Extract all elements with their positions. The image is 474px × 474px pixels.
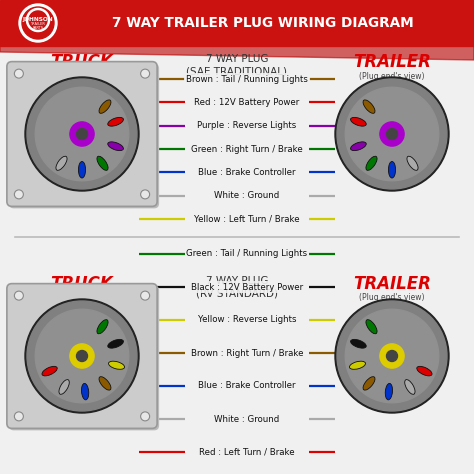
Bar [0,0,474,46]
Text: PARTS: PARTS [32,26,44,29]
Circle shape [70,344,94,368]
Text: (Plug end's view): (Plug end's view) [359,293,425,302]
Ellipse shape [108,118,123,126]
Circle shape [337,79,447,189]
Circle shape [14,190,23,199]
Ellipse shape [56,156,67,170]
Text: Yellow : Reverse Lights: Yellow : Reverse Lights [198,316,296,325]
Text: Red : Left Turn / Brake: Red : Left Turn / Brake [199,447,295,456]
Circle shape [380,344,404,368]
Circle shape [345,309,439,403]
Circle shape [14,291,23,300]
Ellipse shape [407,156,418,170]
Circle shape [345,87,439,181]
Text: White : Ground: White : Ground [214,191,280,200]
Circle shape [380,122,404,146]
Ellipse shape [417,366,432,376]
Ellipse shape [109,361,125,369]
Text: White : Ground: White : Ground [214,414,280,423]
Circle shape [76,128,88,139]
Text: (RV STANDARD): (RV STANDARD) [196,288,278,298]
Circle shape [141,69,150,78]
Text: Brown : Right Turn / Brake: Brown : Right Turn / Brake [191,348,303,357]
Ellipse shape [363,100,375,113]
Ellipse shape [351,142,366,151]
Ellipse shape [99,377,111,390]
Text: Green : Tail / Running Lights: Green : Tail / Running Lights [186,249,308,258]
Text: Black : 12V Battery Power: Black : 12V Battery Power [191,283,303,292]
Circle shape [35,87,129,181]
Ellipse shape [366,156,377,170]
Ellipse shape [366,319,377,334]
Text: Blue : Brake Controller: Blue : Brake Controller [198,168,296,177]
Ellipse shape [97,319,108,334]
Text: Brown : Tail / Running Lights: Brown : Tail / Running Lights [186,74,308,83]
Text: 7 WAY PLUG: 7 WAY PLUG [206,276,268,286]
Circle shape [14,69,23,78]
Ellipse shape [108,142,123,151]
Ellipse shape [405,380,415,394]
Circle shape [25,77,139,191]
Ellipse shape [42,366,57,376]
Text: 7 WAY PLUG: 7 WAY PLUG [206,54,268,64]
Circle shape [25,299,139,413]
Ellipse shape [349,361,365,369]
Circle shape [141,412,150,421]
Text: Green : Right Turn / Brake: Green : Right Turn / Brake [191,145,303,154]
Polygon shape [0,46,474,60]
Ellipse shape [108,339,123,348]
Ellipse shape [97,156,108,170]
Text: (SAE TRADITIONAL): (SAE TRADITIONAL) [186,66,288,76]
Text: TRUCK: TRUCK [51,53,113,71]
Text: (Connector end's view): (Connector end's view) [38,293,126,302]
Circle shape [141,190,150,199]
Circle shape [337,301,447,411]
Ellipse shape [363,377,375,390]
Text: TRAILER: TRAILER [353,53,431,71]
Circle shape [335,299,449,413]
Circle shape [70,122,94,146]
Circle shape [386,128,398,139]
Circle shape [386,350,398,362]
Ellipse shape [351,118,366,126]
Circle shape [335,77,449,191]
Circle shape [27,79,137,189]
Circle shape [141,291,150,300]
FancyBboxPatch shape [7,62,157,206]
FancyBboxPatch shape [9,286,159,430]
Circle shape [35,309,129,403]
Text: TRAILER: TRAILER [353,275,431,293]
Text: (Connector end's view): (Connector end's view) [38,72,126,81]
Circle shape [14,412,23,421]
Ellipse shape [388,162,396,178]
Text: Yellow : Left Turn / Brake: Yellow : Left Turn / Brake [194,215,300,224]
Text: TRAILER: TRAILER [30,22,46,26]
Ellipse shape [385,383,392,400]
Ellipse shape [78,162,86,178]
FancyBboxPatch shape [7,283,157,428]
Text: Red : 12V Battery Power: Red : 12V Battery Power [194,98,300,107]
Text: JOHNSON: JOHNSON [23,17,53,21]
Ellipse shape [351,339,366,348]
Circle shape [27,301,137,411]
Ellipse shape [99,100,111,113]
Text: Blue : Brake Controller: Blue : Brake Controller [198,382,296,391]
Text: 7 WAY TRAILER PLUG WIRING DIAGRAM: 7 WAY TRAILER PLUG WIRING DIAGRAM [112,16,414,30]
Text: Purple : Reverse Lights: Purple : Reverse Lights [197,121,297,130]
Circle shape [22,7,54,39]
FancyBboxPatch shape [9,64,159,209]
Text: TRUCK: TRUCK [51,275,113,293]
Ellipse shape [59,380,69,394]
Circle shape [19,4,57,42]
Ellipse shape [82,383,89,400]
Text: (Plug end's view): (Plug end's view) [359,72,425,81]
Circle shape [76,350,88,362]
